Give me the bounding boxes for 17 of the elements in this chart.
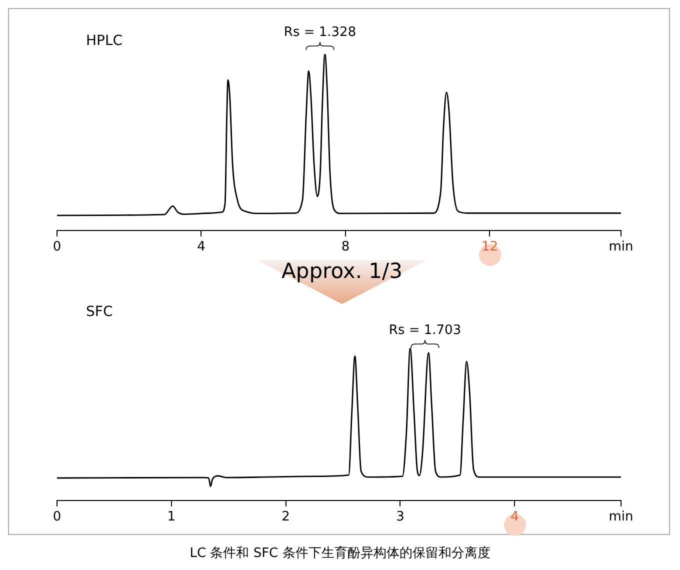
x-tick-label: 8 <box>341 240 350 255</box>
text: Rs = 1.703 <box>388 323 462 338</box>
x-tick-label: 12 <box>481 240 498 255</box>
x-axis-title: min <box>608 509 634 524</box>
x-tick-label: 1 <box>167 510 176 525</box>
text: Approx. 1/3 <box>280 259 404 283</box>
x-tick-label: 3 <box>396 510 404 525</box>
text: Rs = 1.328 <box>282 25 358 40</box>
text: LC 条件和 SFC 条件下生育酚异构体的保留和分离度 <box>188 544 492 562</box>
chart-title: SFC <box>86 304 113 320</box>
x-tick-label: 2 <box>282 510 290 525</box>
x-tick-label: 4 <box>510 510 519 525</box>
x-axis-title: min <box>608 239 634 254</box>
x-tick-label: 0 <box>52 240 62 255</box>
x-tick-label: 4 <box>197 240 206 255</box>
x-tick-label: 0 <box>52 510 62 525</box>
chart-title: HPLC <box>86 33 123 49</box>
